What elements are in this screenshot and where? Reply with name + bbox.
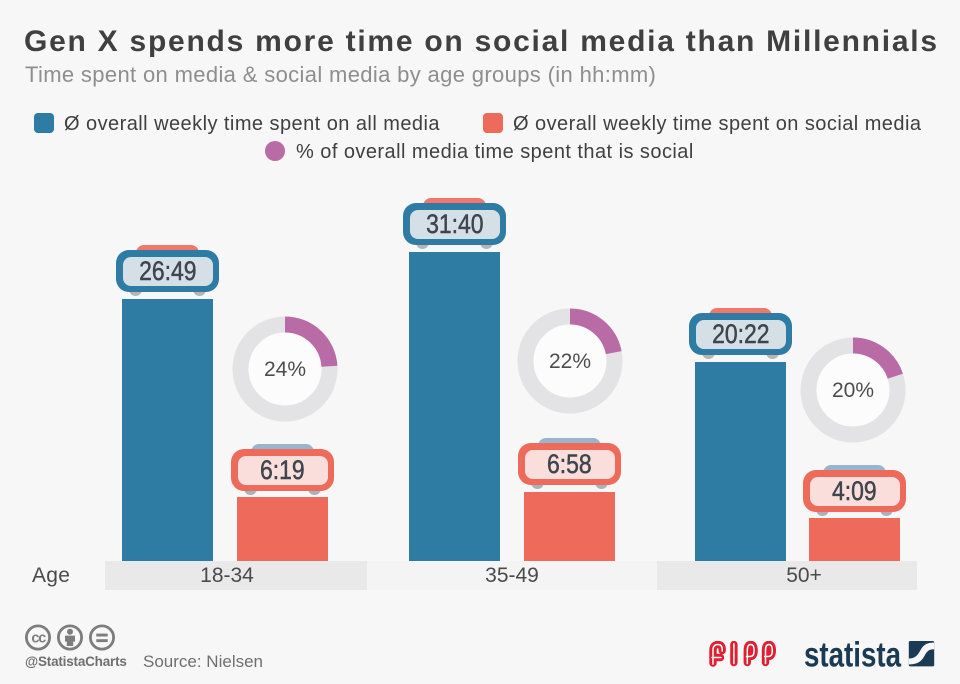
- svg-text:statista: statista: [804, 636, 901, 675]
- svg-text:cc: cc: [31, 631, 46, 647]
- svg-text:22%: 22%: [549, 350, 591, 373]
- svg-text:20%: 20%: [832, 379, 874, 402]
- svg-text:24%: 24%: [264, 358, 306, 381]
